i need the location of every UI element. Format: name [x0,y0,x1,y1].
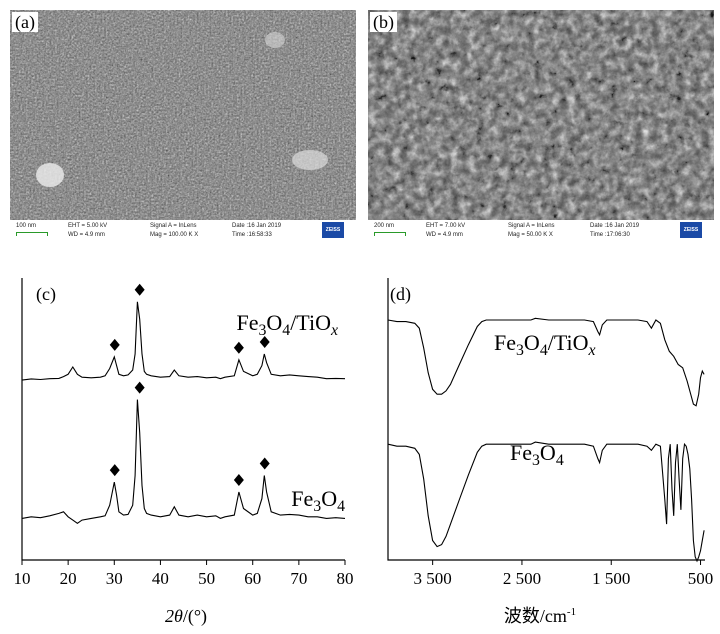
xrd-chart: (c) 10 20 30 40 50 60 70 80 Fe3O4/TiOx Fe3O4 2θ/(… [14,278,354,627]
ftir-series-label-fe3o4: Fe3O4 [510,440,564,469]
peak-diamond-marker [134,381,145,394]
xrd-plot-area: 10 20 30 40 50 60 70 80 Fe3O4/TiOx Fe3O4 [14,278,354,588]
mag-text: Mag = 100.00 K X [150,232,199,238]
xrd-x-tick-label: 30 [106,569,123,588]
sem-info-bar-b: 200 nm EHT = 7.00 kV WD = 4.9 mm Signal … [368,220,714,264]
xrd-x-tick-label: 20 [60,569,77,588]
eht-text: EHT = 5.00 kV [68,223,108,229]
scale-label: 100 nm [16,223,37,229]
xrd-x-tick-label: 60 [244,569,261,588]
xrd-x-tick-label: 50 [198,569,215,588]
zeiss-logo: ZEISS [322,222,344,238]
peak-diamond-marker [259,457,270,470]
xrd-series-label-fe3o4-tiox: Fe3O4/TiOx [236,310,338,339]
time-text: Time :16:58:33 [232,232,272,238]
sem-panel-b: 200 nm EHT = 7.00 kV WD = 4.9 mm Signal … [368,10,714,264]
panel-label-c: (c) [36,284,56,305]
ftir-x-tick-label: 3 500 [414,569,452,588]
peak-diamond-marker [233,341,244,354]
peak-diamond-marker [259,336,270,348]
scale-label: 200 nm [374,223,395,229]
ftir-chart: (d) 3 500 2 500 1 500 500 Fe3O4/TiOx Fe3O4 波数… [387,278,714,626]
xrd-x-tick-label: 40 [152,569,169,588]
date-text: Date :16 Jan 2019 [590,223,640,229]
sem-panel-a: 100 nm EHT = 5.00 kV WD = 4.9 mm Signal … [10,10,356,264]
signal-text: Signal A = InLens [150,223,197,229]
xrd-x-tick-label: 10 [14,569,31,588]
peak-diamond-marker [134,283,145,296]
eht-text: EHT = 7.00 kV [426,223,466,229]
peak-diamond-marker [109,464,120,477]
panel-label-d: (d) [390,284,411,305]
xrd-series-line [21,301,346,381]
xrd-xlabel: 2θ/(°) [165,606,207,627]
ftir-axis [387,278,705,561]
time-text: Time :17:06:30 [590,232,630,238]
sem-image-b [368,10,714,220]
xrd-x-tick-label: 70 [290,569,307,588]
ftir-xlabel: 波数/cm-1 [504,606,576,626]
panel-label-b: (b) [370,12,397,32]
ftir-x-tick-label: 2 500 [503,569,541,588]
scale-bar [16,232,48,236]
signal-text: Signal A = InLens [508,223,555,229]
xrd-series-label-fe3o4: Fe3O4 [291,486,345,515]
xrd-series-line [21,399,346,524]
ftir-x-tick-label: 1 500 [592,569,630,588]
sem-info-bar-a: 100 nm EHT = 5.00 kV WD = 4.9 mm Signal … [10,220,356,264]
sem-image-a [10,10,356,220]
ftir-series-line [387,441,705,563]
mag-text: Mag = 50.00 K X [508,232,553,238]
peak-diamond-marker [233,474,244,486]
scale-bar [374,232,406,236]
peak-diamond-marker [109,338,120,351]
ftir-series-line [387,317,705,407]
ftir-x-tick-label: 500 [688,569,714,588]
ftir-series-label-fe3o4-tiox: Fe3O4/TiOx [494,330,596,359]
xrd-x-tick-label: 80 [337,569,354,588]
date-text: Date :16 Jan 2019 [232,223,282,229]
ftir-plot-area: 3 500 2 500 1 500 500 Fe3O4/TiOx Fe3O4 [387,278,714,588]
zeiss-logo: ZEISS [680,222,702,238]
panel-label-a: (a) [12,12,38,32]
wd-text: WD = 4.9 mm [68,232,105,238]
wd-text: WD = 4.9 mm [426,232,463,238]
